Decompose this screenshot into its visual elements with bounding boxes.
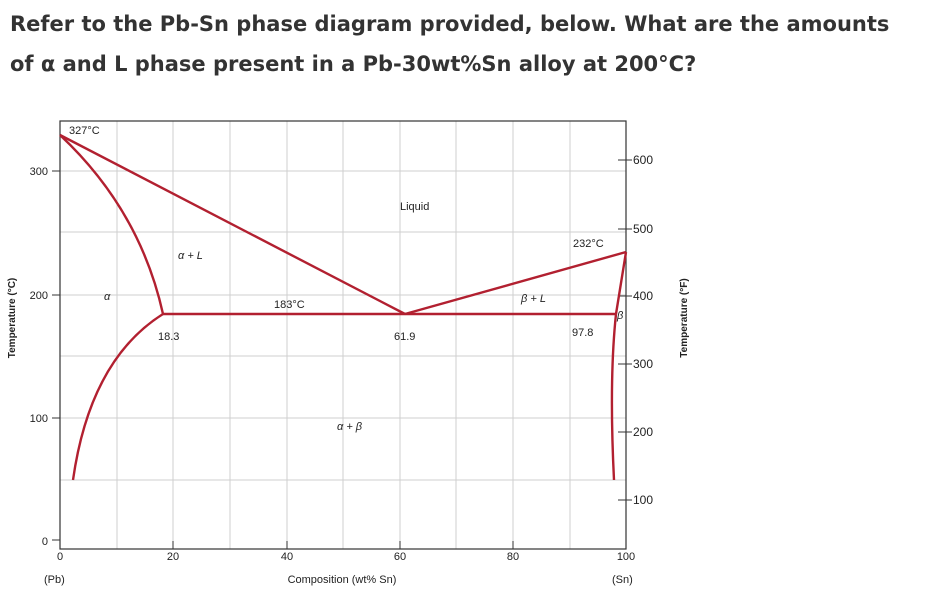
solvus-beta bbox=[610, 313, 618, 481]
y2-tick-label: 600 bbox=[633, 153, 653, 167]
region-alpha: α bbox=[104, 291, 111, 303]
alpha-limit-label: 18.3 bbox=[158, 331, 179, 343]
liquidus-right bbox=[404, 250, 627, 316]
x-tick-label: 80 bbox=[507, 551, 519, 563]
y-tick-label: 0 bbox=[42, 536, 48, 548]
pb-melting-label: 327°C bbox=[69, 125, 100, 137]
region-alpha-liquid: α + L bbox=[178, 250, 203, 262]
solidus-beta bbox=[614, 251, 628, 315]
region-liquid: Liquid bbox=[400, 201, 429, 213]
region-alpha-beta: α + β bbox=[337, 421, 363, 433]
y-axis-title-celsius: Temperature (°C) bbox=[7, 278, 18, 359]
y-axis-title-fahrenheit: Temperature (°F) bbox=[679, 278, 690, 357]
sn-melting-label: 232°C bbox=[573, 238, 604, 250]
y2-tick-label: 400 bbox=[633, 289, 653, 303]
region-beta-liquid: β + L bbox=[520, 293, 546, 305]
liquidus-left bbox=[59, 133, 406, 316]
x-tick-label: 20 bbox=[167, 551, 179, 563]
x-tick-label: 0 bbox=[57, 551, 63, 563]
x-end-label-sn: (Sn) bbox=[612, 574, 633, 586]
region-beta: β bbox=[616, 310, 624, 322]
beta-limit-label: 97.8 bbox=[572, 327, 593, 339]
x-end-label-pb: (Pb) bbox=[44, 574, 65, 586]
y-tick-label: 200 bbox=[30, 290, 48, 302]
question-text: Refer to the Pb-Sn phase diagram provide… bbox=[10, 12, 890, 76]
eutectic-comp-label: 61.9 bbox=[394, 331, 415, 343]
x-tick-label: 100 bbox=[617, 551, 635, 563]
x-tick-label: 40 bbox=[281, 551, 293, 563]
y2-tick-label: 200 bbox=[633, 425, 653, 439]
y-tick-label: 300 bbox=[30, 166, 48, 178]
y2-tick-label: 500 bbox=[633, 222, 653, 236]
y-tick-label: 100 bbox=[30, 413, 48, 425]
solvus-alpha bbox=[71, 312, 164, 481]
x-axis-title: Composition (wt% Sn) bbox=[288, 574, 397, 586]
eutectic-temp-label: 183°C bbox=[274, 299, 305, 311]
y2-tick-label: 300 bbox=[633, 357, 653, 371]
x-tick-label: 60 bbox=[394, 551, 406, 563]
solidus-alpha bbox=[59, 134, 165, 315]
plot-frame bbox=[59, 120, 627, 550]
y2-tick-label: 100 bbox=[633, 493, 653, 507]
